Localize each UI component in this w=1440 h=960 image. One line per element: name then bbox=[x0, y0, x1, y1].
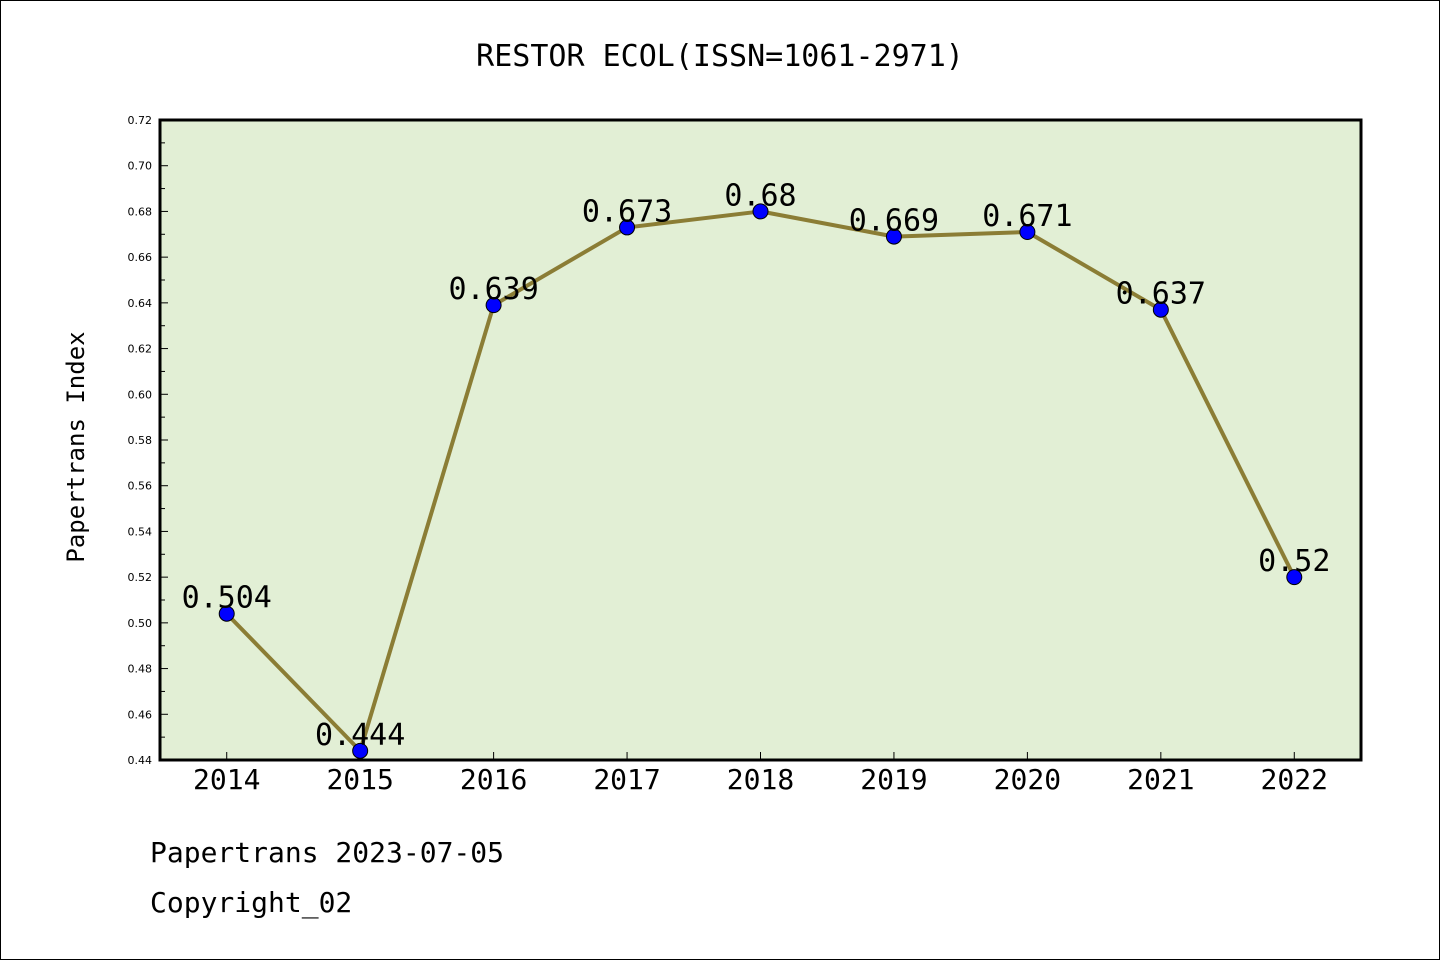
data-label: 0.68 bbox=[724, 178, 796, 213]
data-label: 0.673 bbox=[582, 194, 672, 229]
footer-copyright: Copyright_02 bbox=[150, 886, 353, 919]
plot-border bbox=[158, 118, 1363, 762]
y-tick-label: 0.56 bbox=[128, 480, 153, 493]
y-tick-label: 0.50 bbox=[128, 617, 153, 630]
x-tick-label: 2022 bbox=[1261, 763, 1328, 796]
y-tick-label: 0.60 bbox=[128, 388, 153, 401]
x-tick-label: 2019 bbox=[860, 763, 927, 796]
x-tick-label: 2021 bbox=[1127, 763, 1194, 796]
data-label: 0.639 bbox=[448, 272, 538, 307]
y-tick-label: 0.54 bbox=[128, 525, 153, 538]
plot-area: 0.44 0.46 0.48 0.50 0.52 0.54 0.56 0.58 0.60 0.62… bbox=[128, 114, 1363, 796]
x-tick-label: 2016 bbox=[460, 763, 527, 796]
data-point bbox=[619, 219, 636, 236]
data-point bbox=[1286, 569, 1303, 586]
x-tick-label: 2020 bbox=[994, 763, 1061, 796]
data-label: 0.669 bbox=[849, 204, 939, 239]
x-tick-label: 2017 bbox=[593, 763, 660, 796]
data-point bbox=[1019, 224, 1036, 240]
plot-background bbox=[160, 120, 1361, 760]
y-tick-label: 0.46 bbox=[128, 708, 153, 721]
y-tick-label: 0.72 bbox=[128, 114, 153, 127]
x-tick-label: 2014 bbox=[193, 763, 260, 796]
data-label: 0.637 bbox=[1116, 277, 1206, 312]
data-point bbox=[1152, 301, 1169, 318]
data-point bbox=[218, 605, 235, 622]
footer-date: Papertrans 2023-07-05 bbox=[150, 836, 505, 869]
data-label: 0.52 bbox=[1258, 544, 1330, 579]
y-tick-label: 0.66 bbox=[128, 251, 153, 264]
y-tick-label: 0.48 bbox=[128, 663, 153, 676]
y-tick-label: 0.64 bbox=[128, 297, 153, 310]
data-point bbox=[352, 742, 369, 759]
chart-title: RESTOR ECOL(ISSN=1061-2971) bbox=[476, 39, 964, 74]
y-tick-label: 0.62 bbox=[128, 343, 153, 356]
x-tick-label: 2018 bbox=[727, 763, 794, 796]
data-point bbox=[485, 297, 502, 314]
data-point bbox=[885, 228, 902, 245]
y-axis-label: Papertrans Index bbox=[62, 331, 90, 562]
y-tick-label: 0.52 bbox=[128, 571, 153, 584]
y-tick-label: 0.68 bbox=[128, 205, 153, 218]
data-label: 0.504 bbox=[182, 581, 272, 616]
data-point bbox=[752, 203, 769, 220]
data-label: 0.671 bbox=[982, 199, 1072, 234]
y-tick-label: 0.70 bbox=[128, 160, 153, 173]
x-tick-label: 2015 bbox=[326, 763, 393, 796]
y-tick-label: 0.44 bbox=[128, 754, 153, 767]
y-tick-label: 0.58 bbox=[128, 434, 153, 447]
data-label: 0.444 bbox=[315, 718, 405, 753]
